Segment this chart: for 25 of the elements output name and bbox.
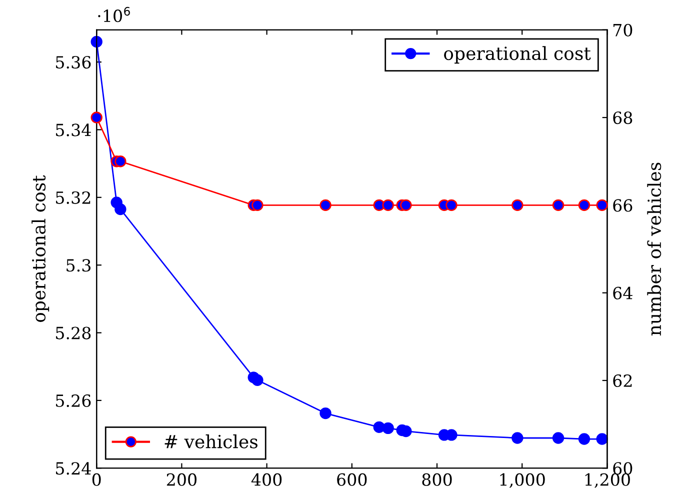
y-tick-label: 5.28	[56, 326, 91, 340]
y2-tick-label: 66	[613, 199, 632, 212]
y-tick-label: 5.32	[56, 191, 90, 204]
y-axis-title: operational cost	[32, 175, 50, 322]
x-tick-label: 400	[251, 473, 282, 486]
y2-tick-label: 64	[613, 286, 632, 300]
y2-tick-label: 70	[613, 24, 632, 36]
y2-tick-label: 68	[613, 111, 632, 124]
x-tick-label: 600	[337, 473, 367, 486]
legend-label: # vehicles	[164, 434, 258, 448]
x-tick-label: 200	[166, 473, 196, 486]
y2-tick-label: 60	[613, 462, 632, 475]
legend-label: operational cost	[444, 46, 591, 64]
y-tick-label: 5.36	[56, 56, 91, 69]
x-tick-label: 1,200	[585, 473, 630, 488]
y-tick-label: 5.34	[56, 124, 91, 136]
text: ·10$^{6}$	[98, 6, 130, 22]
y-tick-label: 5.24	[56, 462, 91, 475]
x-tick-label: 1,000	[500, 473, 545, 488]
y-tick-label: 5.26	[56, 394, 91, 408]
y-tick-label: 5.3	[66, 259, 91, 272]
x-tick-label: 800	[422, 473, 452, 486]
y2-tick-label: 62	[613, 374, 632, 388]
y2-axis-title: number of vehicles	[647, 162, 662, 336]
x-tick-label: 0	[92, 473, 101, 486]
